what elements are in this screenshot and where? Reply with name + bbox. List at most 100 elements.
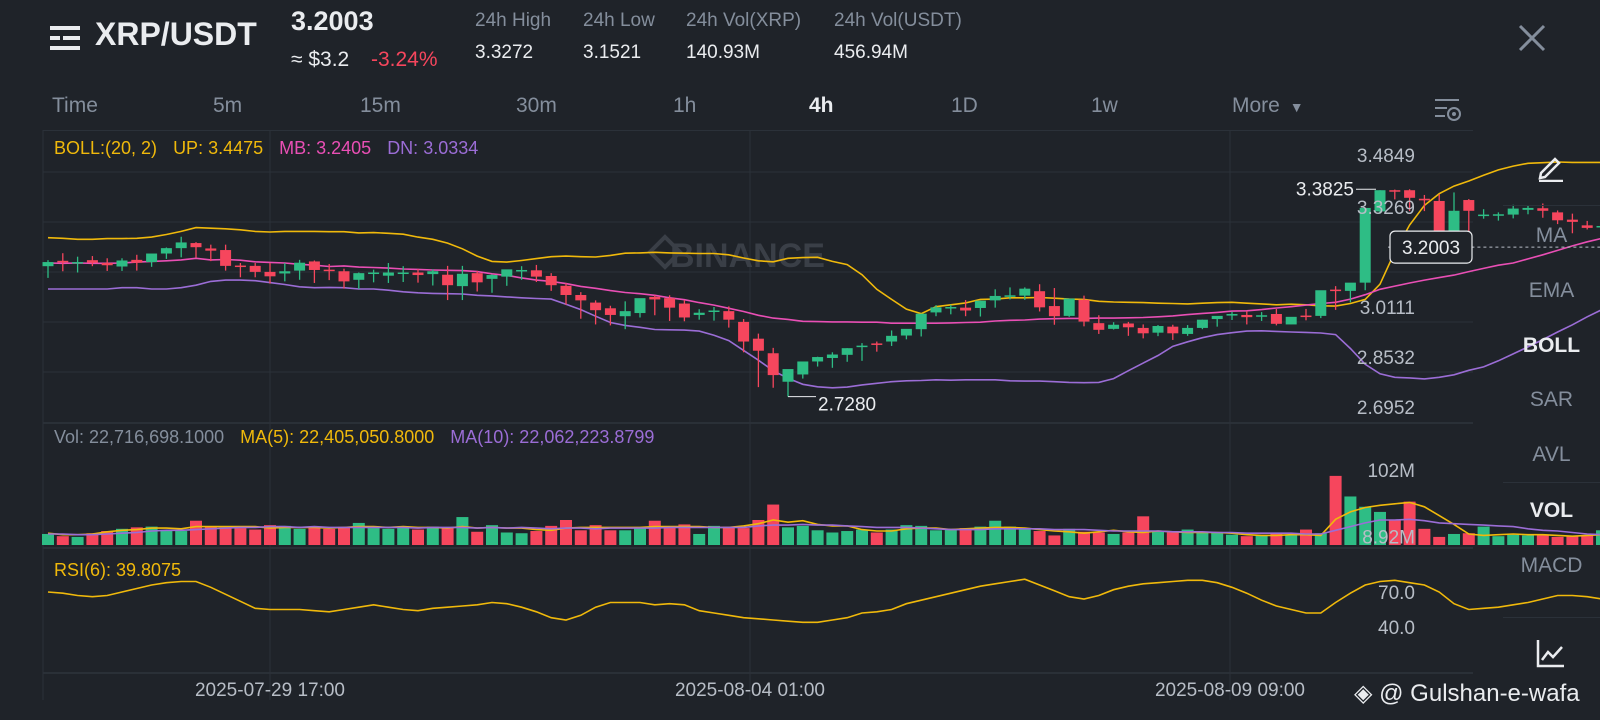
- volume-bar: [782, 527, 794, 545]
- more-label: More: [1232, 94, 1280, 117]
- candle-body: [57, 260, 69, 263]
- tab-4h[interactable]: 4h: [809, 94, 834, 117]
- volume-bar: [190, 520, 202, 545]
- candle-body: [1256, 315, 1268, 317]
- volume-bar: [471, 531, 484, 545]
- volume-bar: [1418, 528, 1431, 545]
- stat-value: 3.1521: [583, 42, 642, 63]
- draw-pencil-icon[interactable]: [1536, 152, 1566, 182]
- candle-body: [664, 298, 676, 308]
- tab-5m[interactable]: 5m: [213, 94, 243, 117]
- tab-30m[interactable]: 30m: [516, 94, 557, 117]
- volume-bar: [486, 525, 498, 545]
- time-tick: 2025-07-29 17:00: [195, 680, 345, 701]
- volume-bar: [426, 526, 439, 545]
- more-dropdown[interactable]: More ▼: [1232, 94, 1304, 118]
- volume-bar: [397, 526, 410, 545]
- volume-bar: [1462, 533, 1475, 545]
- volume-bar: [1300, 529, 1312, 545]
- candle-body: [619, 311, 631, 317]
- volume-bar: [352, 522, 365, 545]
- current-price-label: 3.2003: [1402, 238, 1460, 259]
- tab-1d[interactable]: 1D: [951, 94, 978, 117]
- candle-body: [1167, 326, 1179, 334]
- menu-icon[interactable]: [50, 24, 80, 52]
- candle-body: [131, 259, 143, 263]
- volume-bar: [160, 530, 173, 545]
- usd-price: ≈ $3.2: [291, 48, 350, 71]
- candle-body: [1034, 291, 1046, 308]
- boll-name: BOLL:(20, 2): [54, 138, 158, 158]
- tab-1h[interactable]: 1h: [673, 94, 697, 117]
- candle-body: [1048, 306, 1060, 317]
- volume-bar: [708, 525, 720, 545]
- high-price-marker: 3.3825: [1296, 179, 1354, 200]
- indicator-vol[interactable]: VOL: [1529, 499, 1574, 522]
- volume-bar: [456, 517, 469, 545]
- volume-bar: [1033, 531, 1046, 545]
- candle-body: [1078, 299, 1090, 322]
- indicator-sar[interactable]: SAR: [1529, 388, 1574, 411]
- candle-body: [900, 328, 912, 336]
- candle-body: [752, 338, 764, 351]
- candle-body: [1315, 290, 1327, 316]
- volume-bar: [841, 531, 854, 545]
- candle-body: [1404, 190, 1416, 198]
- tab-15m[interactable]: 15m: [360, 94, 401, 117]
- binance-mark-icon: ◈: [1354, 680, 1373, 707]
- volume-bar: [1255, 535, 1268, 545]
- volume-bar: [323, 528, 336, 545]
- candle-body: [767, 353, 779, 376]
- volume-bar: [1018, 528, 1031, 545]
- candle-body: [471, 273, 483, 283]
- candle-body: [782, 369, 794, 382]
- volume-bar: [737, 528, 750, 545]
- volume-bar: [338, 527, 350, 545]
- candle-body: [1241, 314, 1253, 318]
- chart-settings-icon[interactable]: [1433, 96, 1463, 124]
- indicator-chart-icon[interactable]: [1536, 638, 1566, 668]
- candle-body: [723, 311, 735, 320]
- indicator-ma[interactable]: MA: [1535, 224, 1568, 247]
- volume-bar: [308, 526, 321, 545]
- candle-body: [1270, 313, 1282, 324]
- candle-body: [1418, 198, 1430, 201]
- candle-body: [1285, 316, 1297, 325]
- volume-bar: [42, 533, 54, 545]
- candle-body: [279, 271, 291, 274]
- volume-bar: [959, 528, 972, 545]
- volume-bar: [1211, 532, 1224, 545]
- volume-bar: [175, 531, 188, 545]
- volume-bar: [1507, 534, 1520, 545]
- volume-bar: [278, 525, 291, 545]
- indicator-boll[interactable]: BOLL: [1522, 334, 1581, 357]
- candle-body: [915, 313, 927, 330]
- volume-bar: [1166, 532, 1179, 545]
- indicator-macd[interactable]: MACD: [1520, 554, 1583, 577]
- candle-body: [456, 273, 468, 287]
- candle-body: [1330, 289, 1342, 292]
- candle-body: [545, 276, 557, 286]
- candle-body: [886, 335, 898, 342]
- close-icon[interactable]: [1516, 22, 1548, 54]
- price-tick: 3.3269: [1357, 198, 1415, 219]
- volume-bar: [1152, 531, 1164, 545]
- candle-body: [1004, 295, 1016, 297]
- volume-bar: [1581, 535, 1594, 545]
- volume-bar: [1004, 526, 1016, 545]
- volume-bar: [1240, 536, 1253, 545]
- trading-pair[interactable]: XRP/USDT: [95, 16, 257, 52]
- stat-label: 24h Vol(XRP): [686, 10, 802, 31]
- tab-1w[interactable]: 1w: [1091, 94, 1118, 117]
- candle-body: [693, 312, 705, 315]
- stat-label: 24h Low: [583, 10, 655, 31]
- candle-body: [1137, 327, 1149, 334]
- volume-bar: [1403, 501, 1416, 545]
- volume-bar: [264, 525, 276, 545]
- volume-bar: [693, 533, 706, 545]
- indicator-ema[interactable]: EMA: [1528, 279, 1575, 302]
- tab-time[interactable]: Time: [52, 94, 98, 117]
- volume-bar: [796, 525, 809, 545]
- indicator-avl[interactable]: AVL: [1532, 443, 1571, 466]
